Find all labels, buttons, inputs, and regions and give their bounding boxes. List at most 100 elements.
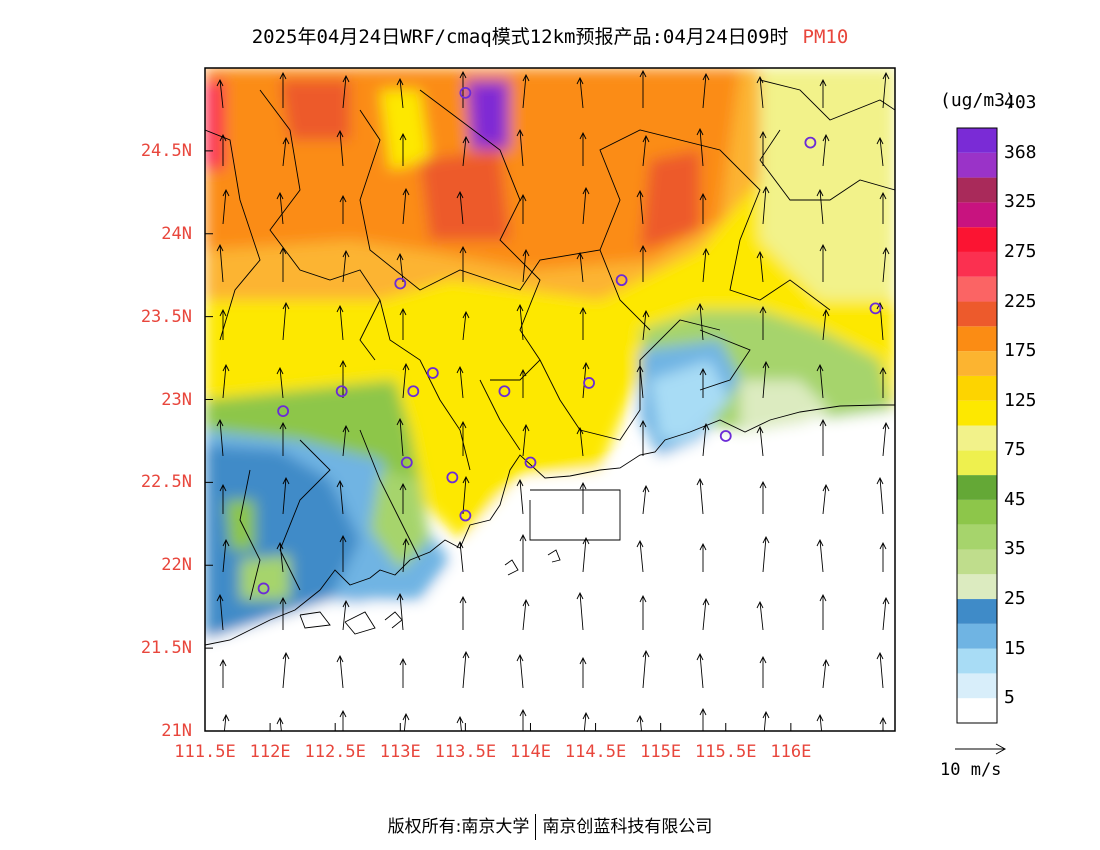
legend-units: (ug/m3) (940, 90, 1016, 111)
wind-arrow (579, 306, 587, 340)
station-marker (524, 456, 537, 469)
wind-arrow (276, 541, 284, 573)
wind-arrow (756, 425, 764, 457)
wind-arrow (876, 476, 884, 515)
color-legend-bar (956, 127, 998, 724)
wind-arrow (339, 534, 347, 572)
copyright-left: 版权所有:南京大学 (387, 817, 530, 837)
wind-arrow (582, 536, 590, 573)
title-text: 2025年04月24日WRF/cmaq模式12km预报产品:04月24日09时 (251, 26, 789, 48)
wind-arrow (636, 189, 644, 225)
wind-arrow (879, 541, 887, 572)
province-boundaries (205, 79, 895, 601)
wind-arrow (516, 128, 524, 167)
wind-arrow (639, 419, 647, 456)
wind-arrow (756, 600, 764, 631)
wind-arrow (576, 426, 584, 457)
station-marker (400, 456, 413, 469)
wind-arrow (219, 308, 227, 340)
wind-arrow (759, 130, 767, 166)
wind-arrow (816, 363, 824, 399)
wind-arrow (699, 707, 707, 731)
wind-arrow (462, 310, 470, 341)
wind-arrow (219, 658, 227, 688)
wind-arrow (762, 710, 770, 731)
lon-label: 116E (770, 742, 812, 762)
wind-arrow (336, 304, 344, 341)
lon-label: 114E (509, 742, 551, 762)
legend-swatch (957, 698, 997, 723)
wind-arrow (879, 191, 887, 224)
wind-arrow (282, 651, 290, 689)
wind-arrow (522, 598, 530, 631)
wind-arrow (519, 708, 527, 731)
station-markers (257, 86, 882, 595)
legend-swatch (957, 673, 997, 699)
station-marker (498, 385, 511, 398)
wind-arrow (696, 302, 704, 341)
legend-label: 325 (1004, 191, 1037, 213)
wind-arrow (696, 652, 704, 689)
wind-arrow (459, 70, 467, 108)
wind-arrow (459, 595, 467, 630)
lat-label: 23.5N (140, 306, 192, 327)
wind-arrow (696, 477, 704, 515)
wind-arrow (876, 651, 884, 689)
station-marker (804, 136, 817, 149)
legend-swatch (957, 524, 997, 550)
legend-swatch (957, 128, 997, 153)
legend-swatch (957, 301, 997, 327)
lon-label: 115.5E (695, 742, 757, 762)
wind-arrow (222, 188, 230, 225)
wind-arrow (699, 192, 707, 224)
wind-arrow (519, 193, 527, 224)
wind-arrow (276, 366, 284, 399)
station-marker (459, 86, 472, 99)
wind-arrow (279, 421, 287, 456)
lon-label: 113.5E (434, 742, 497, 762)
lon-label: 113E (379, 742, 421, 762)
wind-arrow (819, 78, 827, 108)
wind-arrow (882, 421, 890, 457)
lon-label: 112E (249, 742, 291, 762)
wind-arrow (342, 599, 350, 631)
station-marker (257, 582, 270, 595)
wind-arrow (336, 129, 344, 167)
wind-arrow (456, 715, 464, 731)
wind-arrow (576, 76, 584, 109)
wind-arrow (459, 420, 467, 456)
wind-arrow (342, 74, 350, 109)
wind-arrow (882, 246, 890, 283)
legend-swatch (957, 276, 997, 302)
copyright-footer: 版权所有:南京大学 南京创蓝科技有限公司 (0, 812, 1100, 840)
wind-arrow (516, 303, 524, 341)
wind-arrow (696, 127, 704, 167)
legend-swatch (957, 425, 997, 451)
wind-arrow (822, 308, 830, 341)
legend-swatch (957, 326, 997, 352)
wind-arrow (399, 657, 407, 688)
legend-label: 368 (1004, 141, 1037, 163)
wind-arrow (339, 194, 347, 224)
wind-arrow (342, 424, 350, 457)
vector-scale-label: 10 m/s (940, 760, 1002, 780)
wind-arrow (219, 483, 227, 514)
wind-arrow (876, 136, 884, 167)
wind-arrow (336, 654, 344, 689)
legend-label: 45 (1004, 488, 1026, 510)
lon-label: 111.5E (174, 742, 236, 762)
wind-arrow (819, 418, 827, 456)
wind-arrow (699, 542, 707, 572)
copyright-right: 南京创蓝科技有限公司 (542, 817, 713, 837)
wind-arrow (279, 596, 287, 630)
wind-arrow (636, 714, 644, 731)
station-marker (459, 509, 472, 522)
legend-label: 275 (1004, 240, 1037, 262)
wind-arrow (816, 538, 824, 573)
wind-arrow (822, 133, 830, 167)
wind-arrow (342, 249, 350, 283)
wind-arrow (576, 251, 584, 283)
wind-arrow (522, 73, 530, 109)
legend-label: 15 (1004, 637, 1026, 659)
